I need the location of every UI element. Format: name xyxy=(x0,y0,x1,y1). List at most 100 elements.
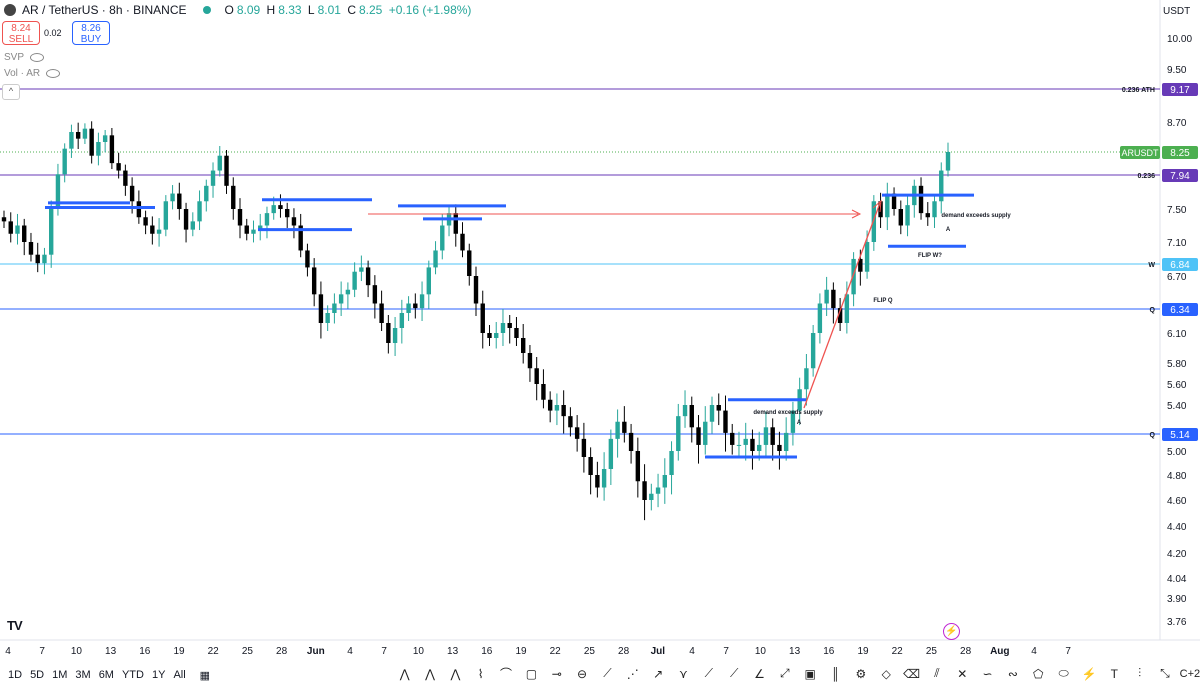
candle-body xyxy=(642,481,647,500)
x-tick-label: 22 xyxy=(892,646,904,657)
timeframe-1d[interactable]: 1D xyxy=(8,669,23,681)
lightning-icon[interactable]: ⚡ xyxy=(943,623,960,640)
candle-body xyxy=(662,475,667,488)
polygon-icon[interactable]: ⬠ xyxy=(1033,666,1044,681)
candle-body xyxy=(871,201,877,242)
x-tick-label: 19 xyxy=(173,646,185,657)
candle-body xyxy=(514,328,519,338)
collapse-legend-button[interactable]: ^ xyxy=(2,84,20,100)
arc-icon[interactable]: ∾ xyxy=(1007,666,1018,681)
rectangle-icon[interactable]: ▣ xyxy=(804,666,816,681)
y-tick-label: 4.04 xyxy=(1167,574,1187,585)
measure-icon[interactable]: ⤡ xyxy=(1160,666,1170,680)
timeframe-1m[interactable]: 1M xyxy=(52,669,68,681)
x-tick-label: 13 xyxy=(789,646,801,657)
candle-body xyxy=(770,427,775,445)
candle-body xyxy=(264,213,270,226)
candle-body xyxy=(318,294,324,323)
level-price-tag xyxy=(1162,258,1198,271)
candle-body xyxy=(655,487,661,494)
horizontal-ray-icon[interactable]: ⊸ xyxy=(551,666,562,681)
y-tick-label: 7.50 xyxy=(1167,205,1187,216)
indicator-volume[interactable]: Vol · AR xyxy=(4,68,61,79)
cross-icon[interactable]: ✕ xyxy=(957,666,968,681)
candle-body xyxy=(123,170,128,186)
ellipse-icon[interactable]: ⬭ xyxy=(1058,666,1069,680)
candle-body xyxy=(89,128,94,156)
more-tools-button[interactable]: C+2 xyxy=(1179,667,1200,680)
candle-body xyxy=(204,185,209,202)
timeframe-3m[interactable]: 3M xyxy=(75,669,91,681)
pattern-xabcd-icon[interactable]: ⋀ xyxy=(399,666,410,681)
chart-annotation: A xyxy=(946,227,951,233)
sell-button[interactable]: 8.24 SELL xyxy=(2,21,40,45)
extended-line-icon[interactable]: ⟋ xyxy=(729,666,739,680)
timeframe-1y[interactable]: 1Y xyxy=(151,669,166,681)
eraser-icon[interactable]: ◇ xyxy=(881,666,891,681)
angle-icon[interactable]: ∠ xyxy=(754,666,765,681)
timeframe-6m[interactable]: 6M xyxy=(98,669,114,681)
trend-arrow[interactable] xyxy=(803,202,881,409)
brush-icon[interactable]: ⚡ xyxy=(1081,666,1097,681)
x-tick-label: 28 xyxy=(960,646,972,657)
candle-body xyxy=(487,333,492,338)
node-path-icon[interactable]: ⋰ xyxy=(626,666,639,681)
candle-body xyxy=(804,368,809,390)
highlighter-icon[interactable]: ⌫ xyxy=(903,666,921,681)
candle-body xyxy=(15,225,20,234)
curve-tool-icon[interactable]: ∽ xyxy=(982,666,993,681)
square-brush-icon[interactable]: ▢ xyxy=(525,666,538,681)
indicator-svp[interactable]: SVP xyxy=(4,52,45,63)
candle-body xyxy=(574,427,580,439)
timeframe-ytd[interactable]: YTD xyxy=(121,669,144,681)
trend-line-icon[interactable]: ⟋ xyxy=(603,666,612,680)
candle-body xyxy=(426,267,431,295)
candle-body xyxy=(62,148,67,175)
eye-icon[interactable] xyxy=(46,69,61,78)
candle-body xyxy=(939,170,944,202)
last-price-label: 8.25 xyxy=(1170,148,1190,159)
candle-body xyxy=(136,201,142,218)
candle-body xyxy=(190,221,195,230)
timeframe-5d[interactable]: 5D xyxy=(30,669,45,681)
candle-body xyxy=(480,303,485,333)
calendar-icon[interactable]: ▦ xyxy=(199,669,211,682)
buy-button[interactable]: 8.26 BUY xyxy=(72,21,110,45)
currency-label[interactable]: USDT xyxy=(1163,6,1190,17)
arrow-icon[interactable]: ↗ xyxy=(653,666,664,681)
ray-icon[interactable]: ⟋ xyxy=(704,666,713,680)
x-tick-label: 4 xyxy=(1031,646,1037,657)
pattern-ae-icon[interactable]: ⋀ xyxy=(425,666,435,681)
candle-body xyxy=(325,313,330,323)
x-tick-label: 4 xyxy=(5,646,11,657)
symbol-title[interactable]: AR / TetherUS · 8h · BINANCE xyxy=(22,3,187,17)
candle-body xyxy=(365,267,371,286)
projection-icon[interactable]: ⤢ xyxy=(780,666,790,680)
horizontal-line-icon[interactable]: ⊖ xyxy=(577,666,588,681)
polyline-icon[interactable]: ⋎ xyxy=(679,666,688,681)
timeframe-all[interactable]: All xyxy=(173,669,186,681)
level-note: 0.236 ATH xyxy=(1122,87,1155,94)
path-icon[interactable]: ⌇ xyxy=(477,666,484,681)
x-tick-label: 22 xyxy=(208,646,220,657)
curve-icon[interactable]: ⌒ xyxy=(500,667,513,681)
y-tick-label: 5.80 xyxy=(1167,359,1187,370)
text-icon[interactable]: T xyxy=(1110,666,1118,681)
candle-body xyxy=(183,209,189,230)
candle-body xyxy=(285,209,290,218)
bars-pattern-icon[interactable]: ║ xyxy=(831,666,840,681)
candle-body xyxy=(810,333,816,369)
candle-body xyxy=(932,201,937,218)
fib-icon[interactable]: ⫶ xyxy=(1138,666,1142,680)
pattern-ac-icon[interactable]: ⋀ xyxy=(450,666,461,681)
parallel-channel-icon[interactable]: ⫽ xyxy=(934,666,940,680)
x-tick-label: 28 xyxy=(618,646,630,657)
candle-body xyxy=(278,205,283,209)
eye-icon[interactable] xyxy=(30,53,45,62)
candle-body xyxy=(392,328,398,343)
ruler-icon[interactable]: ⚙ xyxy=(855,666,867,681)
candle-body xyxy=(763,427,769,445)
candle-body xyxy=(379,303,384,323)
candle-body xyxy=(824,289,829,304)
